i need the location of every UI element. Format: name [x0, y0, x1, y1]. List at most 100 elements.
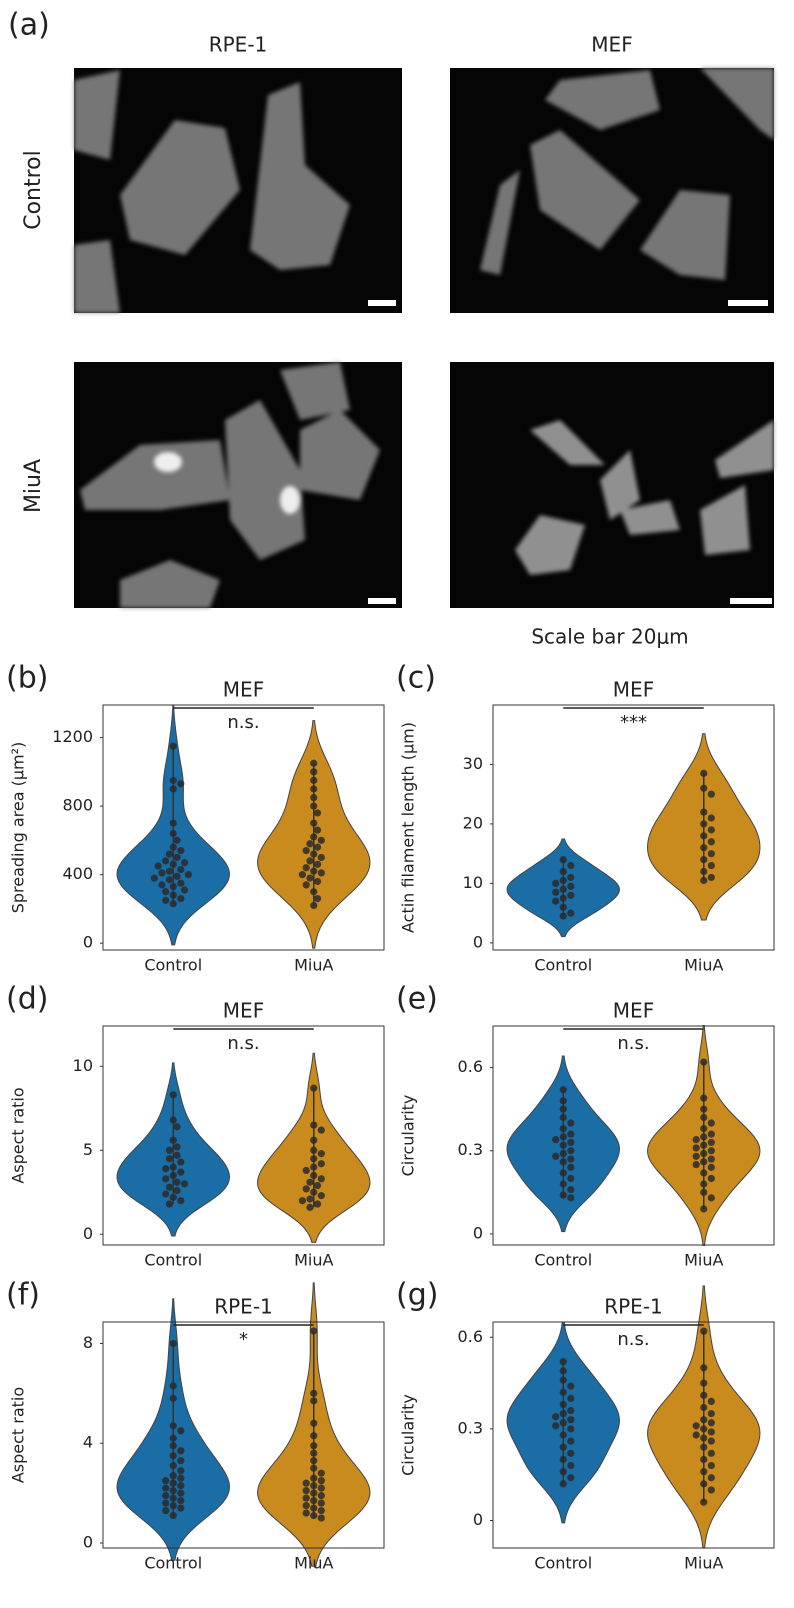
data-point	[700, 1058, 707, 1065]
data-point	[708, 1175, 715, 1182]
y-tick-label: 0	[473, 932, 483, 951]
data-point	[708, 1119, 715, 1126]
chart-title: RPE-1	[604, 1295, 663, 1319]
data-point	[306, 1204, 313, 1211]
data-point	[560, 1133, 567, 1140]
data-point	[700, 1142, 707, 1149]
x-tick-label: Control	[144, 956, 202, 975]
x-tick-label: MiuA	[684, 1554, 723, 1573]
data-point	[560, 1468, 567, 1475]
data-point	[693, 1422, 700, 1429]
data-point	[310, 1442, 317, 1449]
data-point	[318, 1127, 325, 1134]
data-point	[708, 814, 715, 821]
data-point	[173, 873, 180, 880]
data-point	[170, 1091, 177, 1098]
data-point	[560, 1106, 567, 1113]
data-point	[185, 871, 192, 878]
data-point	[177, 1467, 184, 1474]
data-point	[560, 1480, 567, 1487]
data-point	[310, 1420, 317, 1427]
x-tick-label: Control	[534, 1554, 592, 1573]
data-point	[303, 1509, 310, 1516]
micrograph	[74, 362, 402, 608]
data-point	[567, 1164, 574, 1171]
data-point	[310, 1475, 317, 1482]
data-point	[310, 1137, 317, 1144]
data-point	[151, 874, 158, 881]
data-point	[177, 880, 184, 887]
data-point	[560, 1192, 567, 1199]
data-point	[170, 1395, 177, 1402]
data-point	[318, 1507, 325, 1514]
figure: (a) RPE-1 MEF Control MiuA	[0, 0, 794, 1608]
x-tick-label: Control	[144, 1251, 202, 1270]
data-point	[177, 866, 184, 873]
data-point	[310, 868, 317, 875]
data-point	[162, 1165, 169, 1172]
data-point	[708, 791, 715, 798]
data-point	[314, 1182, 321, 1189]
data-point	[700, 1444, 707, 1451]
data-point	[310, 1465, 317, 1472]
significance-label: n.s.	[617, 1033, 649, 1054]
data-point	[310, 1397, 317, 1404]
data-point	[177, 1158, 184, 1165]
data-point	[700, 832, 707, 839]
data-point	[173, 1187, 180, 1194]
data-point	[700, 1106, 707, 1113]
data-point	[567, 892, 574, 899]
data-point	[314, 1200, 321, 1207]
micrograph	[450, 68, 774, 313]
data-point	[310, 1482, 317, 1489]
panel-label: (b)	[6, 661, 48, 696]
data-point	[560, 886, 567, 893]
chart-title: MEF	[613, 678, 654, 702]
x-tick-label: MiuA	[684, 1251, 723, 1270]
data-point	[166, 1155, 173, 1162]
data-point	[567, 1438, 574, 1445]
data-point	[560, 1158, 567, 1165]
data-point	[708, 1486, 715, 1493]
data-point	[170, 785, 177, 792]
data-point	[560, 904, 567, 911]
data-point	[310, 1172, 317, 1179]
y-tick-label: 4	[83, 1433, 93, 1452]
data-point	[170, 1422, 177, 1429]
data-point	[700, 1158, 707, 1165]
data-point	[170, 861, 177, 868]
data-point	[170, 777, 177, 784]
data-point	[708, 1462, 715, 1469]
data-point	[700, 820, 707, 827]
data-point	[170, 830, 177, 837]
x-tick-label: MiuA	[684, 956, 723, 975]
data-point	[170, 1163, 177, 1170]
scale-note: Scale bar 20μm	[531, 625, 688, 649]
data-point	[177, 1475, 184, 1482]
data-point	[310, 1085, 317, 1092]
data-point	[552, 1153, 559, 1160]
data-point	[299, 871, 306, 878]
data-point	[560, 877, 567, 884]
data-point	[708, 1398, 715, 1405]
significance-label: ***	[620, 712, 647, 733]
panel-label: (f)	[6, 1278, 40, 1313]
y-tick-label: 8	[83, 1333, 93, 1352]
data-point	[318, 854, 325, 861]
data-point	[700, 1133, 707, 1140]
chart-title: MEF	[223, 999, 264, 1023]
data-point	[708, 1419, 715, 1426]
data-point	[306, 857, 313, 864]
data-point	[303, 864, 310, 871]
micrograph	[450, 362, 774, 608]
data-point	[560, 856, 567, 863]
data-point	[552, 898, 559, 905]
data-point	[310, 1450, 317, 1457]
y-axis-label: Aspect ratio	[9, 1387, 28, 1483]
y-axis-label: Circularity	[399, 1095, 418, 1177]
data-point	[162, 1175, 169, 1182]
data-point	[567, 1175, 574, 1182]
data-point	[299, 1197, 306, 1204]
y-axis-label: Spreading area (μm²)	[9, 742, 28, 914]
data-point	[560, 1086, 567, 1093]
